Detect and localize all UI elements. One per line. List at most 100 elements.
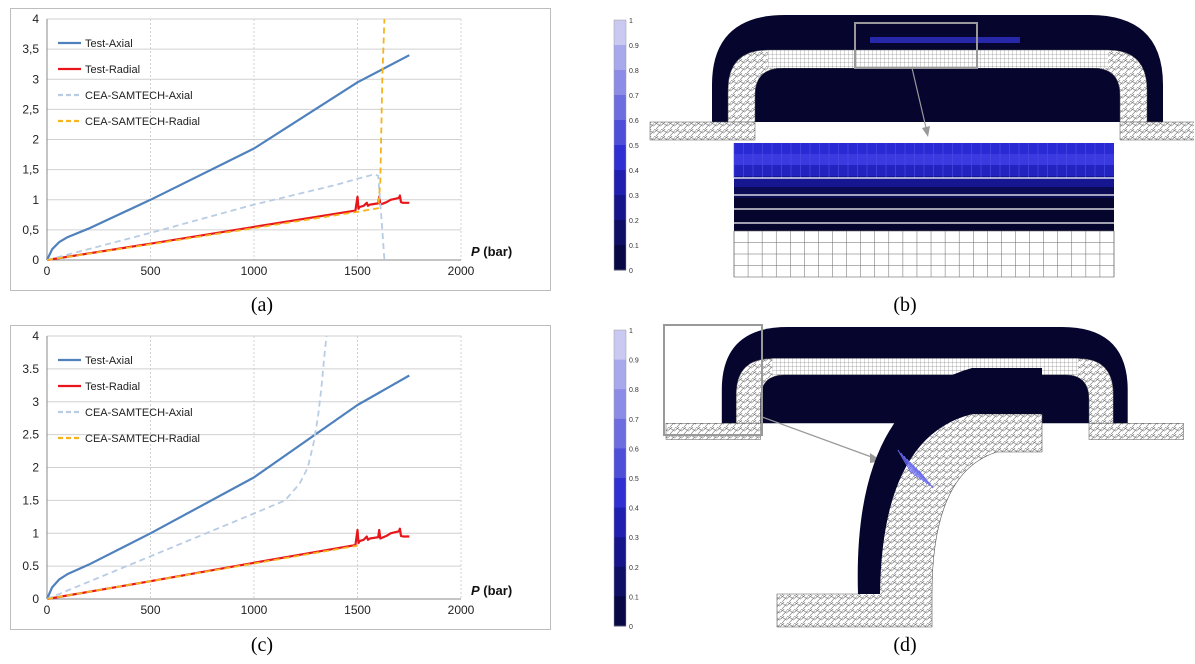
damage-streak xyxy=(909,461,925,483)
inset-layer xyxy=(734,220,1114,232)
y-tick-label: 3,5 xyxy=(22,42,39,56)
flange-left xyxy=(665,423,761,440)
y-tick-label: 1,5 xyxy=(22,163,39,177)
x-tick-label: 0 xyxy=(44,264,51,278)
zoom-shell xyxy=(857,368,1042,594)
chart-a: 0 0,5 1 1,5 2 2,5 3 3,5 4 0 500 1000 1500 2000 P (bar)… xyxy=(22,12,512,278)
inset-layer xyxy=(734,198,1114,210)
colorbar-tick: 0.6 xyxy=(629,446,639,453)
series-line-test-radial xyxy=(46,194,410,262)
colorbar-tick: 0.2 xyxy=(629,218,639,225)
colorbar-tick: 0.7 xyxy=(629,417,639,424)
mesh-d-figure: 1 0.9 0.8 0.7 0.6 0.5 0.4 0.3 0.2 0.1 0 xyxy=(613,324,1184,631)
chart-c: 0 0.5 1 1.5 2 2.5 3 3.5 4 0 500 1000 1500 2000 P (bar)… xyxy=(22,329,512,617)
x-tick-label: 500 xyxy=(140,603,160,617)
x-tick-label: 2000 xyxy=(448,603,475,617)
legend-label: CEA-SAMTECH-Axial xyxy=(85,407,193,419)
y-tick-label: 0,5 xyxy=(22,223,39,237)
legend-label: CEA-SAMTECH-Axial xyxy=(85,90,193,102)
y-tick-label: 2 xyxy=(32,133,39,147)
y-tick-label: 2.5 xyxy=(22,428,39,442)
colorbar-tick: 1 xyxy=(629,18,633,25)
caption-d: (d) xyxy=(893,634,917,656)
colorbar-tick: 0 xyxy=(629,268,633,275)
caption-b: (b) xyxy=(893,294,917,316)
colorbar-tick: 0.1 xyxy=(629,594,639,601)
colorbar-band xyxy=(614,389,626,420)
colorbar-band xyxy=(614,220,626,246)
flange-right xyxy=(1088,423,1184,440)
colorbar-band xyxy=(614,596,626,627)
colorbar-band xyxy=(614,45,626,71)
colorbar-tick: 1 xyxy=(629,328,633,335)
colorbar-band xyxy=(614,478,626,509)
y-tick-label: 1 xyxy=(32,526,39,540)
colorbar-tick: 0.6 xyxy=(629,118,639,125)
colorbar-band xyxy=(614,145,626,171)
legend-label: Test-Radial xyxy=(85,64,140,76)
colorbar-band xyxy=(614,330,626,361)
mesh-b-figure: 1 0.9 0.8 0.7 0.6 0.5 0.4 0.3 0.2 0.1 0 xyxy=(613,15,1194,278)
legend-label: Test-Radial xyxy=(85,381,140,393)
damage-streak xyxy=(900,452,916,477)
series-line-test-axial xyxy=(46,54,410,261)
chart-a-frame: 0 0,5 1 1,5 2 2,5 3 3,5 4 0 500 1000 1500 2000 P (bar)… xyxy=(10,8,551,291)
y-tick-label: 0 xyxy=(32,253,39,267)
colorbar-band xyxy=(614,418,626,449)
legend-label: CEA-SAMTECH-Radial xyxy=(85,433,200,445)
damage-streak xyxy=(906,458,922,481)
series-line-test-axial xyxy=(45,374,410,600)
zoom-arrowhead xyxy=(922,126,930,137)
damage-streak xyxy=(915,467,931,487)
flange-left xyxy=(649,121,756,141)
colorbar-tick: 0.3 xyxy=(629,535,639,542)
y-tick-label: 0 xyxy=(32,592,39,606)
y-tick-label: 1 xyxy=(32,193,39,207)
colorbar-tick: 0.2 xyxy=(629,565,639,572)
zoom-arrow xyxy=(761,416,878,460)
y-tick-label: 4 xyxy=(32,12,39,26)
colorbar-tick: 0.8 xyxy=(629,68,639,75)
chart-c-frame: 0 0.5 1 1.5 2 2.5 3 3.5 4 0 500 1000 1500 2000 P (bar)… xyxy=(10,325,551,630)
legend-label: CEA-SAMTECH-Radial xyxy=(85,116,200,128)
zoom-arrow xyxy=(911,67,928,133)
colorbar-tick: 0.1 xyxy=(629,243,639,250)
flange-right xyxy=(1119,121,1194,141)
colorbar-tick: 0 xyxy=(629,624,633,631)
y-tick-label: 3 xyxy=(32,395,39,409)
y-tick-label: 3.5 xyxy=(22,362,39,376)
series-line-test-radial xyxy=(46,527,410,601)
y-tick-label: 2,5 xyxy=(22,102,39,116)
x-tick-label: 1500 xyxy=(344,264,371,278)
damage-streak xyxy=(918,470,934,489)
colorbar-band xyxy=(614,448,626,479)
x-axis-label: P (bar) xyxy=(471,583,512,598)
colorbar-band xyxy=(614,70,626,96)
colorbar-band xyxy=(614,95,626,121)
y-tick-label: 0.5 xyxy=(22,559,39,573)
colorbar-band xyxy=(614,507,626,538)
series-line-cea-samtech-radial xyxy=(46,18,386,261)
zoom-box xyxy=(854,22,978,69)
colorbar-tick: 0.5 xyxy=(629,476,639,483)
x-axis-label: P (bar) xyxy=(471,244,512,259)
liner-grid-band xyxy=(768,50,1108,68)
series-line-cea-samtech-radial xyxy=(46,544,358,600)
colorbar-tick: 0.4 xyxy=(629,506,639,513)
colorbar-tick: 0.8 xyxy=(629,387,639,394)
x-tick-label: 500 xyxy=(140,264,160,278)
y-tick-label: 2 xyxy=(32,461,39,475)
legend-label: Test-Axial xyxy=(85,38,133,50)
colorbar-frame xyxy=(613,19,627,271)
y-tick-label: 4 xyxy=(32,329,39,343)
colorbar-tick: 0.9 xyxy=(629,358,639,365)
series-line-cea-samtech-axial xyxy=(46,173,386,261)
legend-label: Test-Axial xyxy=(85,355,133,367)
colorbar-band xyxy=(614,120,626,146)
colorbar-frame xyxy=(613,329,627,627)
colorbar-tick: 0.9 xyxy=(629,43,639,50)
y-tick-label: 1.5 xyxy=(22,493,39,507)
colorbar-band xyxy=(614,195,626,221)
colorbar-tick: 0.3 xyxy=(629,193,639,200)
colorbar-band xyxy=(614,245,626,271)
